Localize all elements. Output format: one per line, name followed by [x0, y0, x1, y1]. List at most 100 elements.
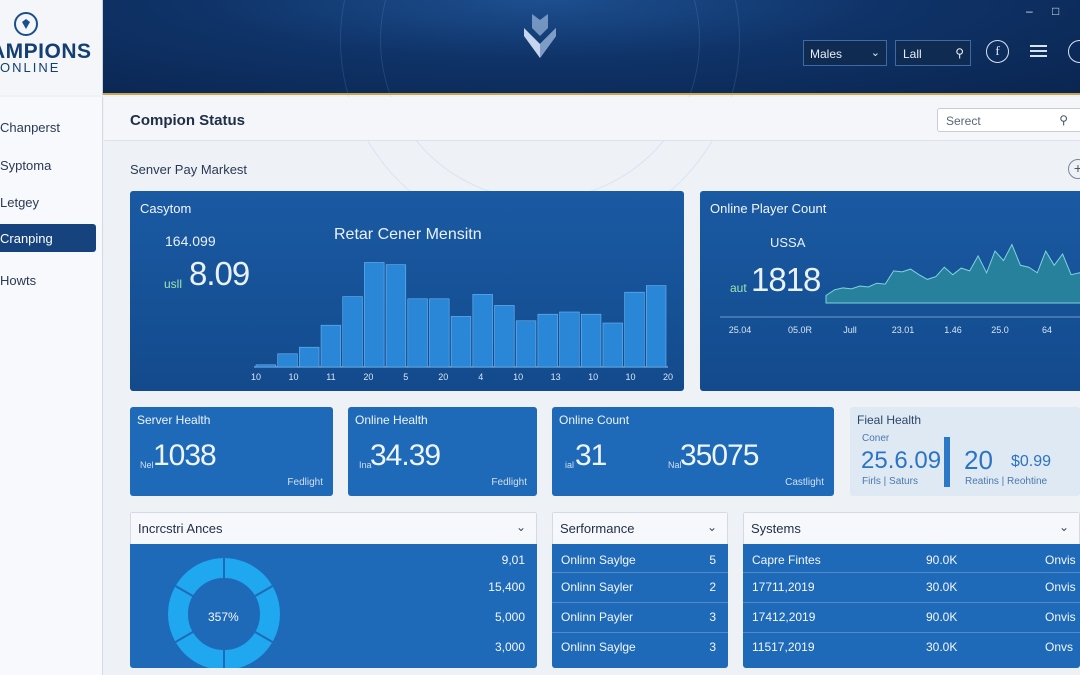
big-metric: 8.09 [189, 255, 250, 292]
card-value: 1038 [153, 439, 217, 472]
metric-unit: usll [164, 277, 183, 291]
x-tick-label: 1.46 [944, 325, 962, 335]
bar [537, 313, 558, 368]
table-cell: 3,000 [494, 640, 525, 654]
table-cell: Onvis [1045, 610, 1076, 624]
x-tick-label: 10 [588, 372, 598, 382]
sidebar-item-chanperst[interactable]: Chanperst [0, 120, 60, 135]
card-prefix: Ina [359, 460, 372, 470]
shield-logo-icon [14, 12, 38, 36]
facebook-icon[interactable]: f [986, 40, 1009, 63]
small-metric: 164.099 [165, 233, 216, 249]
table-header[interactable]: Incrcstri Ances ⌄ [130, 512, 537, 544]
gauge-segment-gap [175, 585, 194, 597]
x-tick-label: 25.0 [991, 325, 1009, 335]
sidebar-item-letgey[interactable]: Letgey [0, 195, 40, 210]
card-subtitle: Coner [862, 433, 890, 444]
chevron-down-icon[interactable]: ⌄ [706, 520, 717, 534]
app-logo[interactable]: AMPIONS ONLINE [0, 0, 103, 95]
card-title: Server Health [137, 413, 211, 427]
profile-icon[interactable] [1068, 40, 1080, 63]
gauge-segment-gap [175, 631, 194, 643]
x-tick-label: Jull [843, 325, 857, 335]
bar [494, 305, 515, 368]
search-icon[interactable]: ⚲ [955, 46, 964, 60]
maximize-button[interactable]: □ [1052, 4, 1060, 18]
card-footer-left: Firls | Saturs [862, 476, 918, 487]
main-search-input[interactable]: Serect ⚲ [937, 108, 1080, 132]
row-divider [552, 632, 728, 633]
server-health-card[interactable]: Server Health Nel 1038 Fedlight [130, 407, 333, 496]
bar [580, 313, 602, 368]
bar [364, 262, 385, 368]
chevron-down-icon[interactable]: ⌄ [1058, 520, 1069, 534]
table-cell: 9,01 [501, 553, 525, 567]
table-cell: Onlinn Payler [561, 610, 634, 624]
table-title: Serformance [560, 521, 635, 536]
list-icon[interactable] [1030, 45, 1047, 58]
table-cell: Onlinn Saylge [561, 553, 636, 567]
card-prefix: Nel [140, 460, 154, 470]
card-footer: Castlight [785, 477, 824, 488]
bar [624, 291, 645, 368]
sidebar-item-syptoma[interactable]: Syptoma [0, 158, 52, 173]
bar [299, 346, 320, 368]
minimize-button[interactable]: – [1026, 4, 1033, 18]
bar [450, 316, 472, 368]
table-cell: 90.0K [926, 610, 958, 624]
table-cell: 5,000 [494, 610, 525, 624]
x-tick-label: 05.0R [788, 325, 813, 335]
table-cell: 30.0K [926, 580, 958, 594]
card-prefix-2: Nal [668, 460, 682, 470]
card-value: 25.6.09 [861, 447, 942, 474]
bar [472, 294, 493, 368]
card-title: Online Health [355, 413, 428, 427]
bar [277, 353, 298, 368]
crest-icon [524, 14, 556, 58]
bar [646, 285, 667, 368]
gauge-label: 357% [208, 610, 239, 624]
fieal-health-card[interactable]: Fieal Health Coner 25.6.09 20 $0.99 Firl… [850, 407, 1080, 496]
table-header[interactable]: Serformance ⌄ [552, 512, 728, 544]
table-cell: 90.0K [926, 553, 958, 567]
bar [342, 296, 363, 368]
logo-subtitle: ONLINE [0, 60, 61, 75]
x-tick-label: 10 [513, 372, 523, 382]
donut-gauge [168, 558, 280, 668]
online-count-card[interactable]: Online Count ial 31 Nal 35075 Castlight [552, 407, 834, 496]
performance-table: Serformance ⌄ Onlinn Saylge 5 Onlinn Say… [552, 512, 728, 668]
chevron-down-icon[interactable]: ⌄ [515, 520, 526, 534]
table-cell: 30.0K [926, 640, 958, 654]
online-health-card[interactable]: Online Health Ina 34.39 Fedlight [348, 407, 537, 496]
sidebar-item-cranping[interactable]: Cranping [0, 224, 96, 252]
x-tick-label: 10 [626, 372, 636, 382]
add-widget-button[interactable]: + [1068, 159, 1080, 179]
search-icon[interactable]: ⚲ [1059, 113, 1068, 127]
x-tick-label: 11 [326, 372, 335, 382]
table-title: Incrcstri Ances [138, 521, 223, 536]
table-cell: 2 [709, 580, 716, 594]
header-search-input[interactable]: Lall ⚲ [895, 40, 971, 66]
top-header: – □ Males ⌄ Lall ⚲ f [0, 0, 1080, 240]
table-cell: Onvis [1045, 553, 1076, 567]
x-tick-label: 10 [288, 372, 298, 382]
x-tick-label: 20 [438, 372, 448, 382]
bar [559, 311, 580, 368]
x-tick-label: 20 [663, 372, 673, 382]
sidebar-item-howts[interactable]: Howts [0, 273, 37, 288]
table-header[interactable]: Systems ⌄ [743, 512, 1080, 544]
header-search-value: Lall [903, 47, 922, 61]
row-divider [552, 602, 728, 603]
table-cell: 11517,2019 [752, 640, 815, 654]
x-tick-label: 10 [251, 372, 261, 382]
systems-table: Systems ⌄ Capre Fintes 90.0K Onvis 17711… [743, 512, 1080, 668]
row-divider [743, 632, 1080, 633]
card-value: 31 [575, 439, 607, 472]
table-cell: 5 [709, 553, 716, 567]
main-search-placeholder: Serect [946, 114, 981, 128]
chart-title: Retar Cener Mensitn [334, 226, 482, 243]
region-select[interactable]: Males ⌄ [803, 40, 887, 66]
sidebar: Chanperst Syptoma Letgey Cranping Howts [0, 97, 103, 675]
bar [385, 264, 407, 368]
chevron-down-icon: ⌄ [870, 47, 880, 59]
